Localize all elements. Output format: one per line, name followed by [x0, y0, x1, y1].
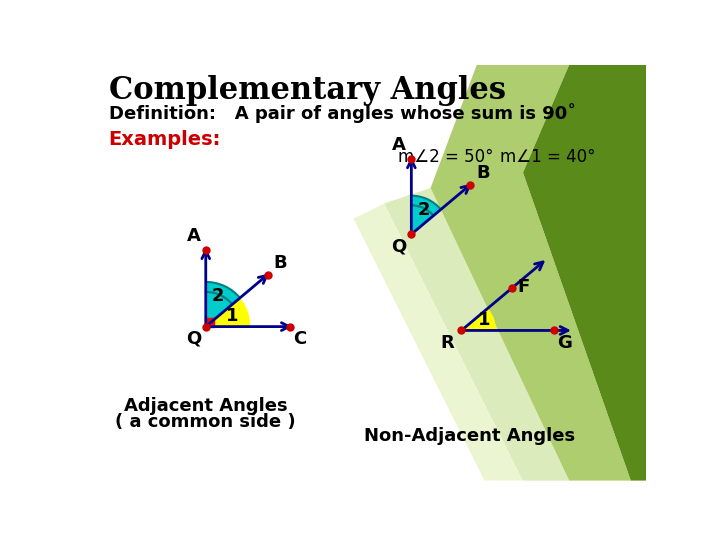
Text: Examples:: Examples:: [109, 130, 221, 149]
Text: Adjacent Angles: Adjacent Angles: [124, 397, 287, 415]
Text: Non-Adjacent Angles: Non-Adjacent Angles: [364, 427, 575, 445]
Wedge shape: [462, 308, 496, 330]
Wedge shape: [206, 282, 240, 327]
Text: Q: Q: [392, 237, 407, 255]
Text: G: G: [557, 334, 572, 352]
Text: R: R: [441, 334, 454, 352]
Wedge shape: [411, 195, 441, 234]
Text: A: A: [186, 227, 200, 245]
Text: Q: Q: [186, 330, 201, 348]
Polygon shape: [354, 204, 523, 481]
Text: 1: 1: [478, 310, 491, 329]
Text: Complementary Angles: Complementary Angles: [109, 75, 505, 106]
Polygon shape: [206, 318, 215, 327]
Text: m∠1 = 40°: m∠1 = 40°: [500, 148, 595, 166]
Text: C: C: [294, 330, 307, 348]
Text: ( a common side ): ( a common side ): [115, 413, 296, 431]
Text: F: F: [518, 278, 530, 296]
Polygon shape: [384, 188, 570, 481]
Text: 2: 2: [418, 200, 430, 219]
Text: 1: 1: [225, 307, 238, 325]
Wedge shape: [206, 298, 251, 327]
Text: 2: 2: [212, 287, 225, 305]
Polygon shape: [431, 65, 631, 481]
Text: A: A: [392, 136, 406, 154]
Text: B: B: [274, 254, 287, 272]
Text: B: B: [477, 164, 490, 181]
Text: Definition:   A pair of angles whose sum is 90˚: Definition: A pair of angles whose sum i…: [109, 103, 576, 123]
Text: m∠2 = 50°: m∠2 = 50°: [398, 148, 494, 166]
Polygon shape: [523, 65, 647, 481]
